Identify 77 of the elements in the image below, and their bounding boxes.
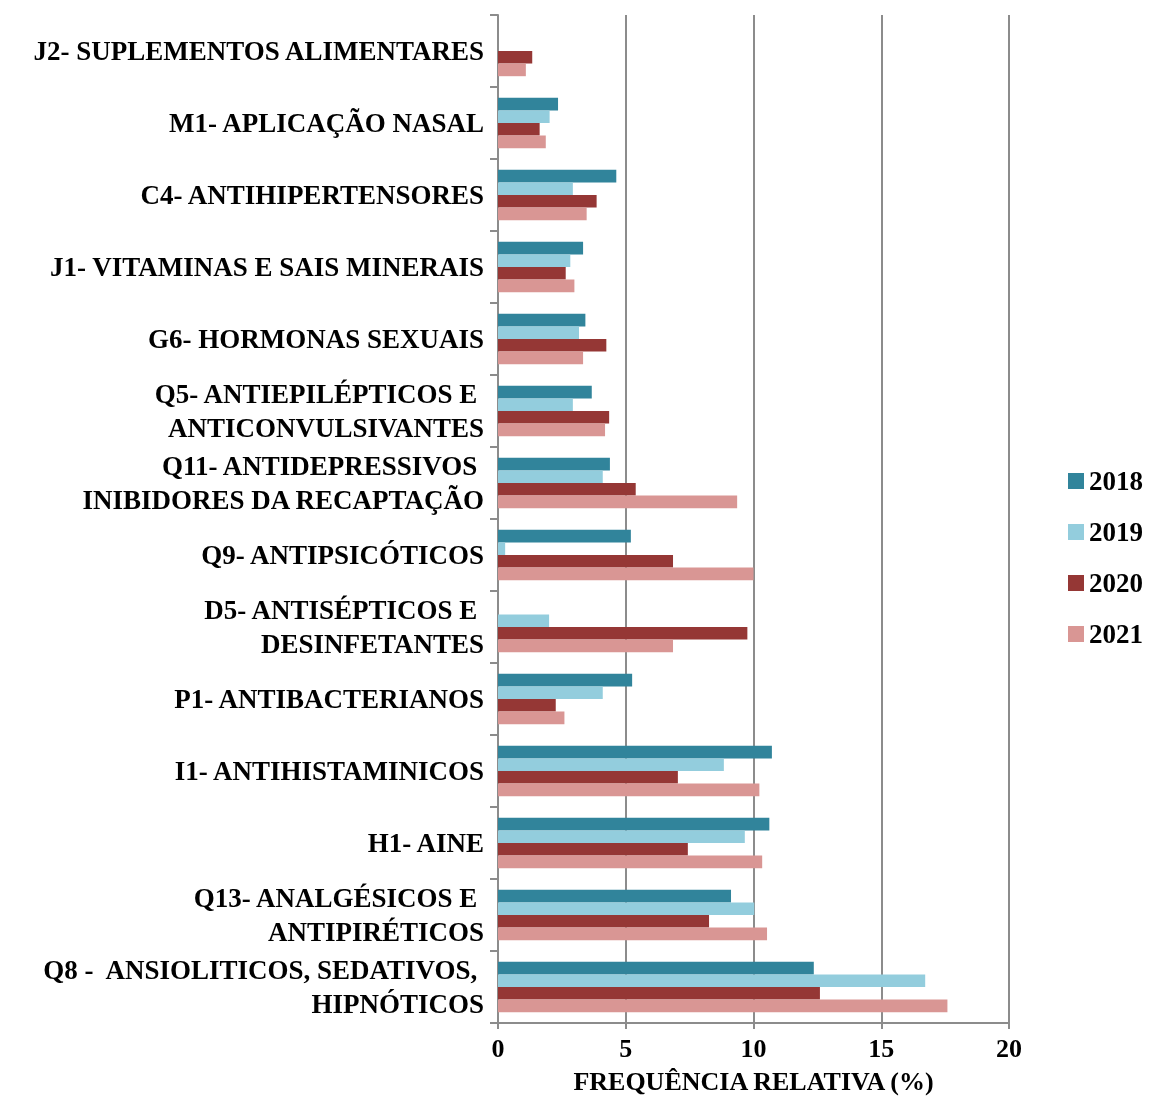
y-tick-label: Q13- ANALGÉSICOS E ANTIPIRÉTICOS [193, 883, 484, 947]
bar [498, 351, 584, 365]
bar [498, 457, 610, 471]
bar [498, 711, 565, 725]
bar [498, 423, 606, 437]
x-tick-label: 10 [740, 1033, 767, 1063]
bar [498, 195, 597, 208]
bar [498, 135, 546, 149]
x-tick-label: 0 [491, 1033, 505, 1063]
bar [498, 843, 688, 856]
y-tick-label: G6- HORMONAS SEXUAIS [147, 324, 484, 354]
y-tick-label: D5- ANTISÉPTICOS E DESINFETANTES [204, 595, 484, 659]
bar [498, 758, 724, 771]
bar [498, 783, 760, 797]
bar [498, 529, 631, 543]
bar [498, 915, 710, 928]
bar [498, 855, 763, 869]
bar [498, 207, 587, 221]
x-axis-title: FREQUÊNCIA RELATIVA (%) [573, 1066, 934, 1096]
bar [498, 614, 550, 627]
legend-label: 2021 [1089, 619, 1143, 649]
x-tick-label: 5 [619, 1033, 633, 1063]
bar [498, 495, 738, 509]
bar [498, 974, 926, 987]
legend-label: 2020 [1089, 568, 1143, 598]
bar [498, 169, 617, 183]
bar [498, 254, 571, 267]
bar [498, 483, 636, 496]
bar [498, 313, 586, 327]
bar [498, 902, 755, 915]
bar [498, 627, 748, 640]
bar [498, 279, 575, 293]
y-tick-label: P1- ANTIBACTERIANOS [174, 684, 484, 714]
bar [498, 385, 592, 399]
legend-label: 2019 [1089, 517, 1143, 547]
bar [498, 398, 573, 411]
x-tick-label: 15 [868, 1033, 895, 1063]
bar [498, 63, 526, 77]
bar [498, 927, 768, 941]
bar [498, 817, 770, 831]
x-tick-label: 20 [996, 1033, 1022, 1063]
bar [498, 97, 559, 111]
bar [498, 470, 603, 483]
bar [498, 267, 566, 280]
bar [498, 182, 573, 195]
y-tick-label: M1- APLICAÇÃO NASAL [168, 108, 484, 138]
bar [498, 339, 607, 352]
bar [498, 241, 584, 255]
bar [498, 699, 556, 712]
bar [498, 411, 610, 424]
y-tick-label: H1- AINE [367, 828, 484, 858]
y-tick-label: Q11- ANTIDEPRESSIVOS INIBIDORES DA RECAPTAÇÃO [82, 451, 484, 515]
bar [498, 686, 603, 699]
bar [498, 110, 550, 123]
bar [498, 326, 579, 339]
y-tick-label: C4- ANTIHIPERTENSORES [140, 180, 484, 210]
bar [498, 567, 754, 581]
y-tick-label: Q9- ANTIPSICÓTICOS [201, 540, 484, 570]
bar [498, 745, 772, 759]
y-tick-label: Q8 - ANSIOLITICOS, SEDATIVOS, HIPNÓTICOS [43, 955, 484, 1019]
bar [498, 771, 678, 784]
bar [498, 830, 745, 843]
legend-label: 2018 [1089, 466, 1143, 496]
bar [498, 999, 948, 1013]
bar [498, 51, 533, 64]
y-tick-label: I1- ANTIHISTAMINICOS [174, 756, 484, 786]
y-tick-label: J2- SUPLEMENTOS ALIMENTARES [33, 36, 484, 66]
bar [498, 673, 633, 687]
bar [498, 542, 506, 555]
y-tick-label: J1- VITAMINAS E SAIS MINERAIS [49, 252, 484, 282]
bar [498, 123, 540, 136]
bar [498, 555, 674, 568]
bar [498, 987, 820, 1000]
bar [498, 889, 732, 903]
y-tick-label: Q5- ANTIEPILÉPTICOS E ANTICONVULSIVANTES [154, 379, 484, 443]
bar [498, 961, 814, 975]
bar [498, 639, 674, 653]
